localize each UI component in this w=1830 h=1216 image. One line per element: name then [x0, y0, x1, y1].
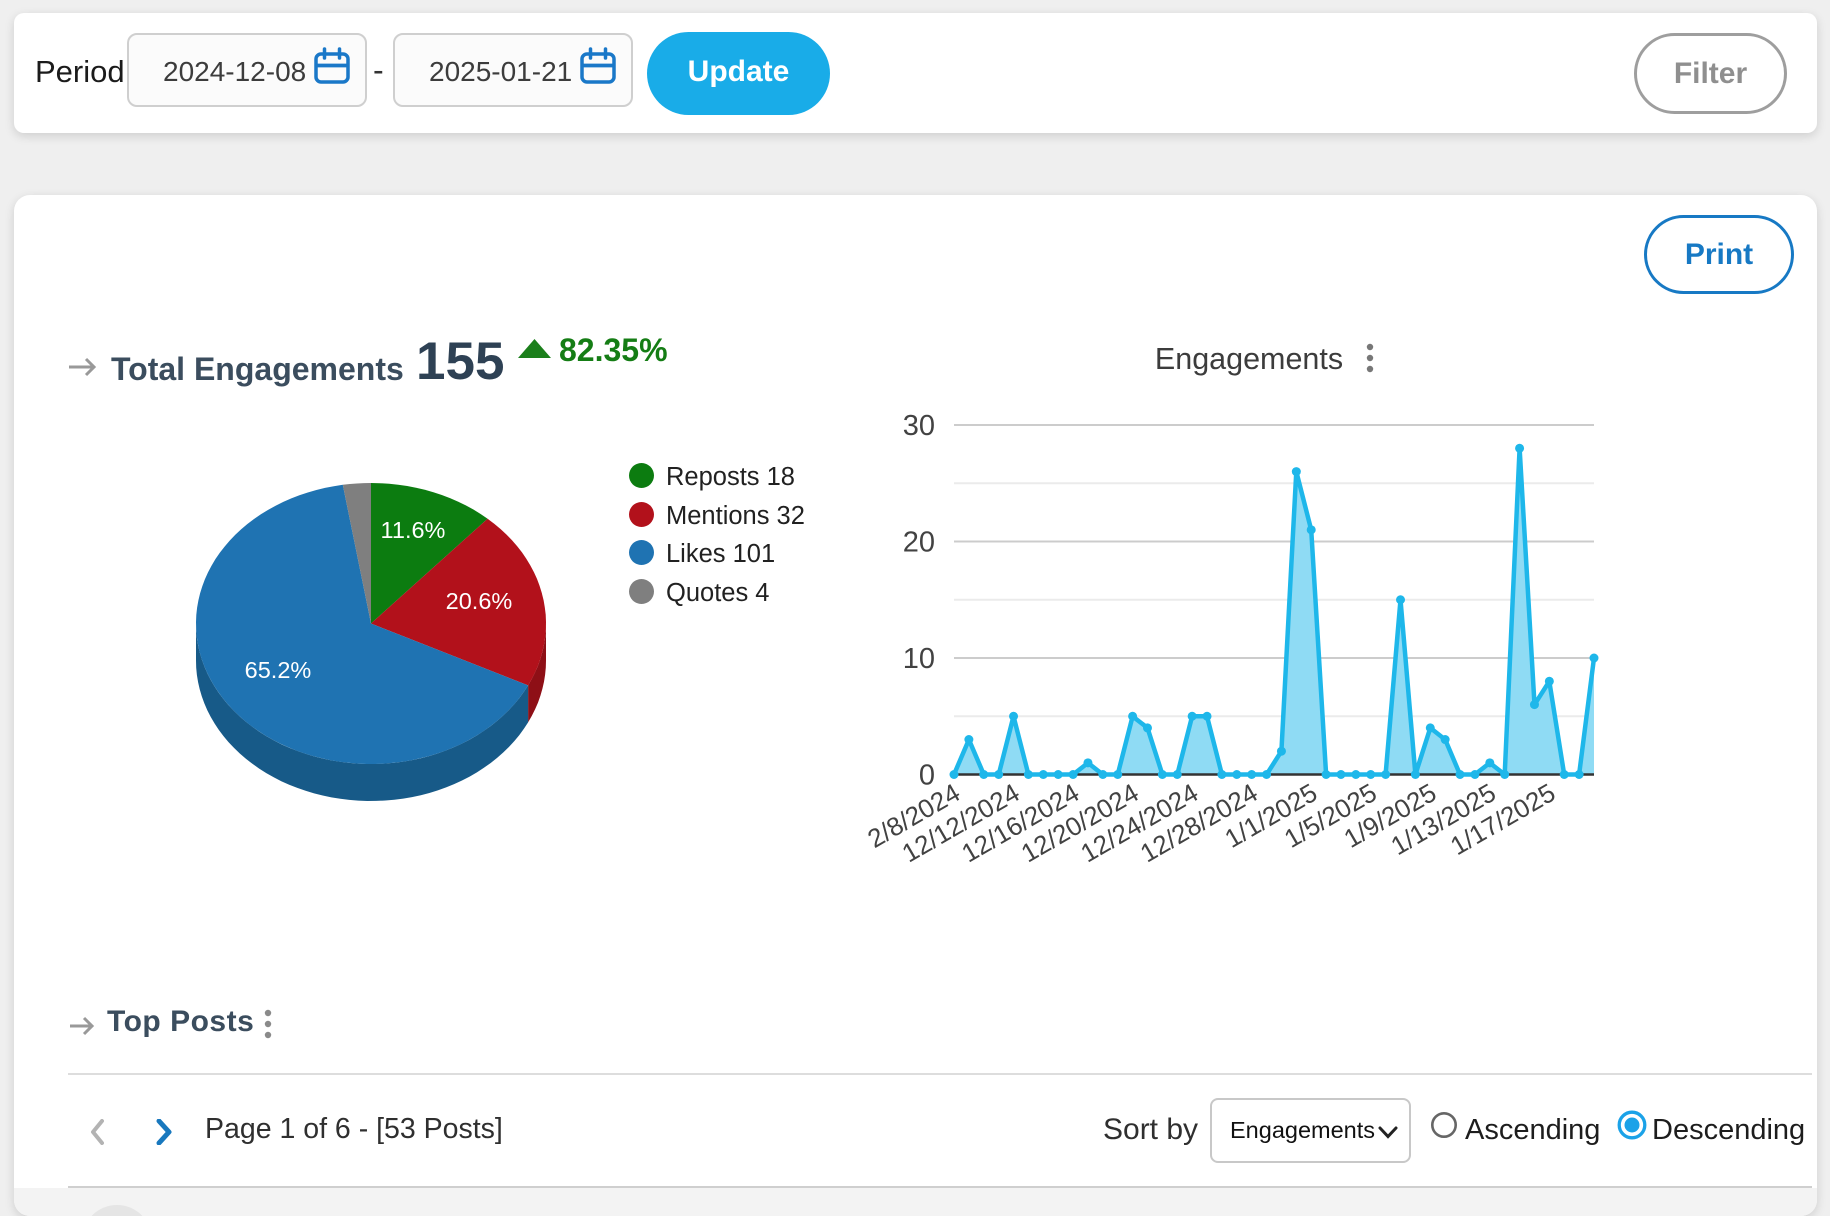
svg-text:0: 0 — [919, 760, 935, 792]
svg-text:11.6%: 11.6% — [381, 517, 446, 543]
svg-text:30: 30 — [903, 410, 935, 442]
svg-text:10: 10 — [903, 643, 935, 675]
svg-text:65.2%: 65.2% — [245, 657, 312, 683]
svg-text:20.6%: 20.6% — [446, 588, 513, 614]
svg-text:Engagements: Engagements — [1155, 342, 1343, 376]
svg-text:20: 20 — [903, 527, 935, 559]
